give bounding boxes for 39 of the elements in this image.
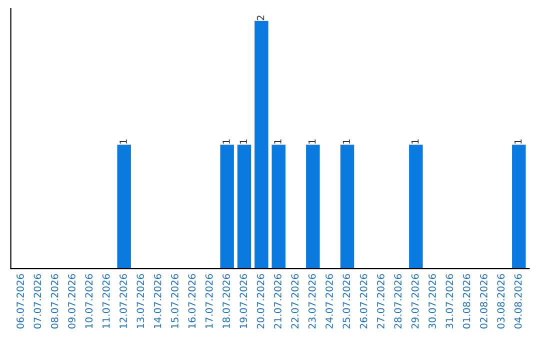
data-label: 1 (308, 139, 316, 144)
x-tick-label: 04.08.2026 (514, 274, 522, 328)
x-tick-label: 18.07.2026 (222, 274, 230, 328)
x-tick-label: 28.07.2026 (394, 274, 402, 328)
x-tick-label: 25.07.2026 (342, 274, 350, 328)
x-tick-label: 23.07.2026 (308, 274, 316, 328)
x-tick-label: 01.08.2026 (462, 274, 470, 328)
x-tick-label: 22.07.2026 (291, 274, 299, 328)
x-tick-label: 26.07.2026 (360, 274, 368, 328)
data-label: 1 (274, 139, 282, 144)
x-tick-label: 30.07.2026 (428, 274, 436, 328)
x-tick-label: 17.07.2026 (205, 274, 213, 328)
x-tick-label: 19.07.2026 (240, 274, 248, 328)
x-tick-label: 13.07.2026 (136, 274, 144, 328)
x-tick-label: 11.07.2026 (102, 274, 110, 328)
x-tick-label: 10.07.2026 (85, 274, 93, 328)
data-label: 1 (514, 139, 522, 144)
x-tick-label: 24.07.2026 (326, 274, 333, 328)
data-label: 1 (120, 139, 127, 144)
x-tick-label: 15.07.2026 (171, 274, 178, 328)
x-tick-label: 20.07.2026 (256, 274, 264, 328)
x-tick-label: 06.07.2026 (16, 274, 24, 328)
data-label: 1 (240, 139, 247, 144)
x-tick-label: 08.07.2026 (50, 274, 58, 328)
data-label: 1 (342, 139, 350, 144)
x-tick-label: 14.07.2026 (154, 274, 162, 328)
x-tick-label: 21.07.2026 (274, 274, 282, 328)
x-tick-label: 07.07.2026 (34, 274, 42, 328)
x-tick-label: 27.07.2026 (377, 274, 384, 328)
data-label: 2 (256, 16, 264, 20)
x-tick-label: 03.08.2026 (497, 274, 505, 328)
x-tick-label: 12.07.2026 (120, 274, 127, 328)
x-tick-label: 16.07.2026 (188, 274, 196, 328)
data-label: 1 (222, 139, 230, 144)
data-label: 1 (412, 139, 419, 144)
x-tick-label: 02.08.2026 (480, 274, 488, 328)
x-tick-label: 09.07.2026 (68, 274, 76, 328)
x-tick-label: 29.07.2026 (411, 274, 419, 328)
x-tick-label: 31.07.2026 (446, 274, 454, 328)
